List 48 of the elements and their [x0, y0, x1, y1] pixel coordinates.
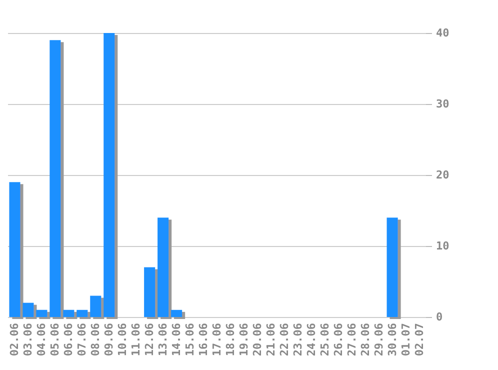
y-tick-label: 40 — [436, 26, 450, 40]
x-tick-label: 30.06 — [386, 322, 399, 356]
bar — [9, 182, 20, 317]
bar — [144, 267, 156, 317]
x-tick-label: 29.06 — [372, 322, 386, 356]
x-tick-label: 15.06 — [184, 322, 197, 356]
bar — [50, 40, 61, 317]
bar — [90, 296, 102, 317]
x-tick-label: 25.06 — [318, 322, 332, 356]
x-tick-label: 08.06 — [89, 322, 102, 356]
x-tick-label: 26.06 — [332, 322, 345, 356]
y-tick-label: 20 — [436, 168, 450, 182]
bar — [171, 310, 182, 317]
bar — [158, 218, 169, 317]
x-tick-label: 23.06 — [291, 322, 304, 356]
x-tick-label: 06.06 — [62, 322, 76, 356]
x-tick-label: 16.06 — [197, 322, 210, 356]
x-tick-label: 14.06 — [170, 322, 184, 356]
x-tick-label: 07.06 — [76, 322, 89, 356]
x-tick-label: 20.06 — [250, 322, 264, 356]
x-tick-label: 18.06 — [224, 322, 237, 356]
bar — [104, 33, 115, 317]
bar — [76, 310, 88, 317]
x-tick-label: 19.06 — [237, 322, 250, 356]
x-tick-label: 22.06 — [278, 322, 291, 356]
x-tick-label: 02.06 — [8, 322, 22, 356]
x-tick-label: 12.06 — [143, 322, 156, 356]
x-tick-label: 10.06 — [116, 322, 130, 356]
x-tick-label: 04.06 — [35, 322, 48, 356]
x-tick-label: 24.06 — [304, 322, 318, 356]
x-tick-label: 28.06 — [358, 322, 372, 356]
bar — [63, 310, 74, 317]
x-tick-label: 11.06 — [130, 322, 143, 356]
x-tick-label: 21.06 — [264, 322, 278, 356]
x-tick-label: 17.06 — [210, 322, 224, 356]
x-tick-label: 01.07 — [399, 323, 412, 356]
x-tick-label: 13.06 — [156, 322, 170, 356]
y-tick-label: 0 — [436, 310, 443, 324]
y-tick-label: 10 — [436, 240, 450, 252]
bar — [386, 218, 398, 317]
bar — [36, 310, 48, 317]
bar — [22, 302, 34, 317]
x-tick-label: 03.06 — [22, 322, 35, 356]
x-tick-label: 09.06 — [102, 322, 116, 356]
y-tick-label: 30 — [436, 98, 450, 110]
x-tick-label: 27.06 — [345, 322, 358, 356]
x-tick-label: 05.06 — [48, 322, 62, 356]
x-tick-label: 02.07 — [412, 323, 426, 356]
